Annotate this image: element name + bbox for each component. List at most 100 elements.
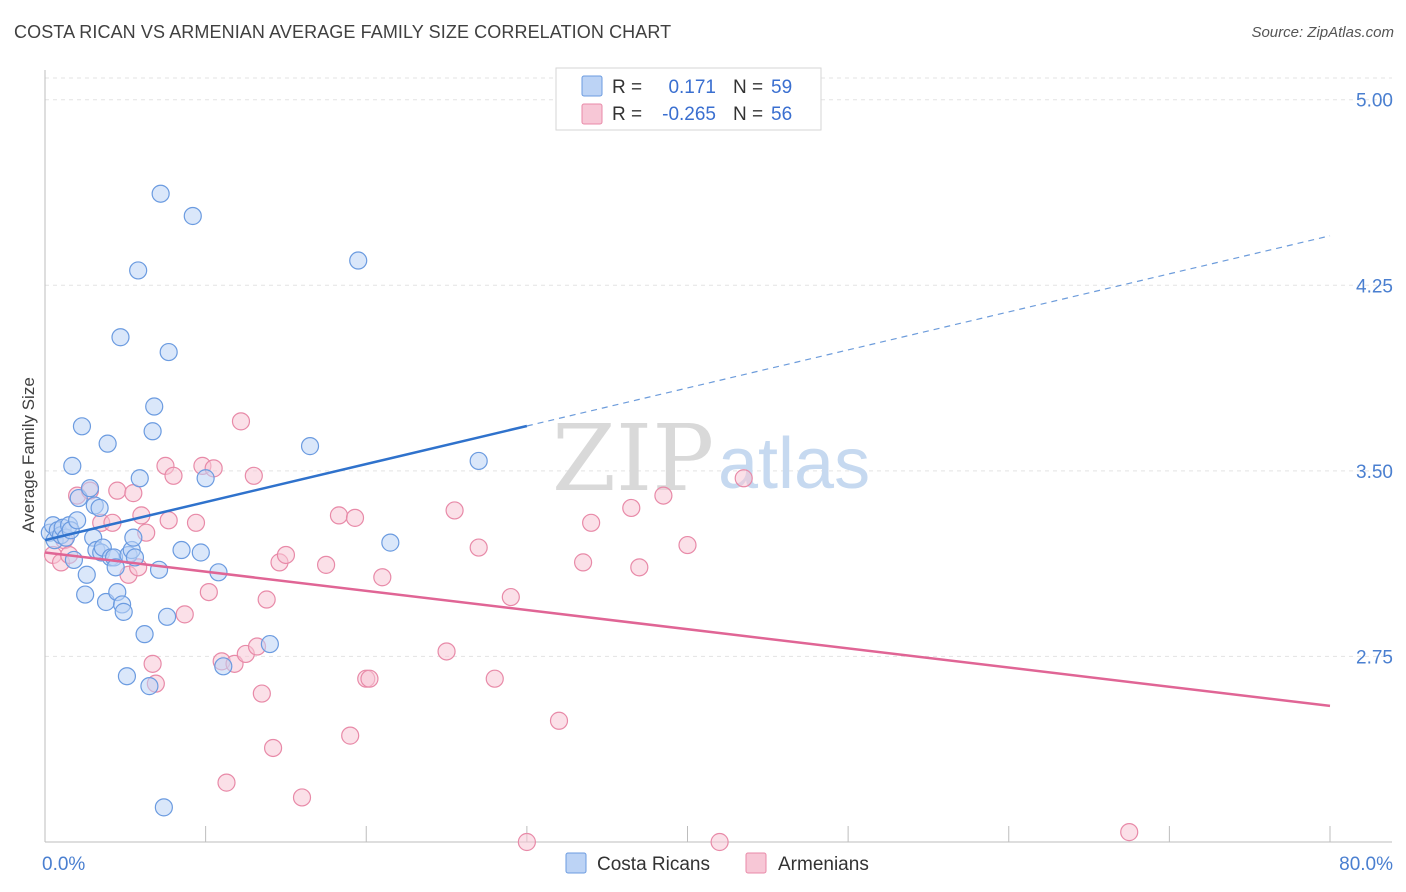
costa-ricans-point-11 — [68, 511, 87, 530]
costa-ricans-point-31 — [114, 602, 133, 621]
armenians-point-46 — [469, 538, 488, 557]
armenians-point-27 — [231, 412, 251, 431]
armenians-point-47 — [485, 669, 504, 688]
armenians-point-55 — [678, 535, 697, 555]
armenians-points — [43, 412, 1139, 852]
x-tick-label-max: 80.0% — [1339, 854, 1393, 875]
costa-ricans-point-41 — [143, 422, 162, 441]
costa-ricans-point-20 — [90, 498, 109, 518]
armenians-point-36 — [292, 788, 312, 807]
armenians-point-44 — [437, 642, 456, 661]
armenians-point-25 — [217, 773, 236, 792]
costa-ricans-point-55 — [300, 437, 320, 456]
armenians-point-22 — [199, 582, 218, 602]
costa-ricans-point-56 — [349, 251, 368, 270]
armenians-point-45 — [445, 501, 464, 520]
costa-ricans-trend-dashed — [526, 235, 1331, 427]
costa-ricans-point-42 — [145, 397, 164, 416]
armenians-point-18 — [164, 466, 183, 485]
bottom-legend-costa-ricans: Costa Ricans — [597, 854, 710, 875]
armenians-point-52 — [622, 498, 641, 518]
armenians-point-58 — [710, 832, 729, 852]
costa-ricans-point-9 — [64, 550, 84, 570]
source-label: Source: ZipAtlas.com — [1251, 24, 1394, 41]
armenians-point-14 — [143, 654, 162, 673]
legend-r-label-2: R = — [612, 104, 642, 125]
costa-ricans-points — [40, 184, 488, 817]
armenians-point-38 — [329, 506, 349, 525]
armenians-point-48 — [501, 587, 520, 607]
legend-n-label-1: N = — [733, 77, 763, 98]
costa-ricans-point-37 — [129, 261, 148, 280]
legend-n-label-2: N = — [733, 104, 763, 125]
costa-ricans-point-40 — [140, 677, 159, 696]
costa-ricans-point-14 — [76, 585, 95, 604]
costa-ricans-point-45 — [154, 798, 173, 817]
legend-n-value-2: 56 — [771, 104, 792, 125]
armenians-point-37 — [316, 555, 336, 574]
costa-ricans-point-44 — [151, 184, 170, 203]
y-tick-label-5: 5.00 — [1356, 91, 1393, 112]
armenians-point-59 — [517, 832, 536, 852]
legend-swatch-blue — [581, 75, 603, 97]
armenians-point-29 — [244, 466, 263, 485]
armenians-point-39 — [341, 726, 360, 745]
costa-ricans-point-49 — [183, 206, 202, 226]
costa-ricans-point-58 — [469, 451, 488, 471]
trend-lines — [44, 235, 1331, 708]
watermark-zip: ZIP — [552, 405, 714, 512]
grid-lines — [45, 77, 1392, 657]
armenians-point-31 — [252, 684, 271, 703]
costa-ricans-point-43 — [149, 560, 169, 579]
costa-ricans-trend-solid — [44, 424, 528, 542]
armenians-point-49 — [549, 711, 569, 730]
costa-ricans-point-29 — [111, 328, 130, 347]
costa-ricans-point-10 — [63, 456, 82, 475]
bottom-legend-swatch-armenians — [745, 852, 767, 874]
armenians-point-33 — [263, 738, 283, 758]
armenians-point-57 — [1120, 823, 1139, 842]
armenians-point-50 — [573, 553, 593, 572]
costa-ricans-point-35 — [124, 528, 143, 547]
costa-ricans-point-51 — [196, 469, 215, 488]
x-tick-label-min: 0.0% — [42, 854, 85, 875]
legend-r-label-1: R = — [612, 77, 642, 98]
y-tick-label-2.75: 2.75 — [1356, 647, 1393, 668]
legend-r-value-1: 0.171 — [668, 77, 716, 98]
armenians-point-53 — [630, 558, 649, 577]
armenians-point-42 — [360, 669, 379, 688]
armenians-point-17 — [159, 511, 178, 530]
costa-ricans-point-16 — [80, 479, 100, 498]
legend-n-value-1: 59 — [771, 77, 792, 98]
armenians-point-51 — [582, 513, 601, 532]
costa-ricans-point-38 — [130, 469, 149, 488]
costa-ricans-point-48 — [172, 540, 191, 560]
armenians-point-8 — [108, 481, 127, 500]
legend-r-value-2: -0.265 — [662, 104, 716, 125]
armenians-point-20 — [186, 513, 206, 532]
bottom-legend-armenians: Armenians — [778, 854, 869, 875]
costa-ricans-point-53 — [214, 657, 233, 676]
costa-ricans-point-50 — [191, 543, 210, 562]
costa-ricans-point-54 — [260, 634, 279, 654]
y-tick-label-3.5: 3.50 — [1356, 462, 1393, 483]
legend: R = 0.171 N = 59 R = -0.265 N = 56 — [555, 67, 822, 131]
costa-ricans-point-57 — [381, 533, 400, 552]
armenians-point-43 — [373, 568, 392, 587]
costa-ricans-point-32 — [117, 667, 137, 686]
costa-ricans-point-46 — [157, 607, 177, 626]
armenians-point-56 — [734, 469, 753, 488]
watermark: ZIP atlas — [552, 405, 870, 512]
y-axis-label: Average Family Size — [19, 377, 38, 533]
bottom-legend: Costa Ricans Armenians — [565, 852, 869, 875]
chart-title: COSTA RICAN VS ARMENIAN AVERAGE FAMILY S… — [14, 22, 672, 42]
armenians-point-40 — [345, 508, 365, 527]
costa-ricans-point-13 — [72, 417, 92, 436]
y-tick-labels: 2.75 3.50 4.25 5.00 — [1356, 91, 1393, 669]
legend-swatch-pink — [581, 103, 603, 125]
y-tick-label-4.25: 4.25 — [1356, 276, 1393, 297]
costa-ricans-point-15 — [77, 565, 96, 584]
bottom-legend-swatch-costa-ricans — [565, 852, 587, 874]
armenians-point-54 — [654, 486, 673, 505]
